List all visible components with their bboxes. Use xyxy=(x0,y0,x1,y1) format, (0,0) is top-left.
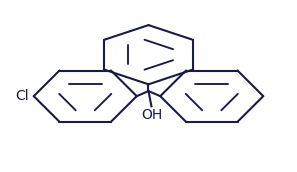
Text: Cl: Cl xyxy=(16,89,29,103)
Text: OH: OH xyxy=(141,108,162,122)
